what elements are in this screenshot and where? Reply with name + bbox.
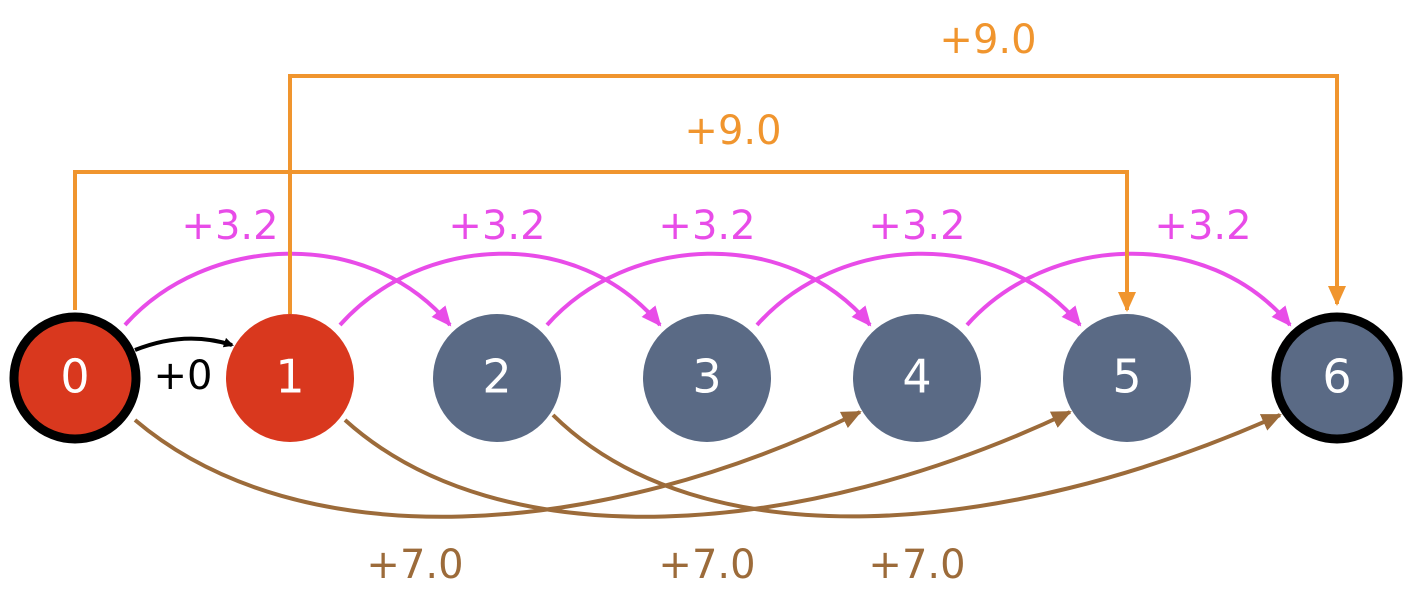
edge [288,74,1346,314]
edge-label: +3.2 [448,203,545,249]
edge [134,336,234,352]
edge-label: +7.0 [868,542,965,588]
edge [123,251,452,327]
edge [133,410,862,519]
edge [343,410,1072,519]
node [226,314,354,442]
edge-label: +3.2 [868,203,965,249]
node-label: 3 [692,350,721,404]
edge-label: +7.0 [366,542,463,588]
node-label: 2 [482,350,511,404]
edges: +0 +3.2 +3.2 +3.2 +3.2 +3.2 +9.0 +9.0 +7.0 +7.0 +7… [73,17,1346,588]
nodes: 0 1 2 3 4 5 6 [9,312,1403,444]
edge-label: +7.0 [658,542,755,588]
edge-label: +9.0 [684,108,781,154]
edge [545,251,872,327]
edge-label: +9.0 [939,17,1036,63]
node-label: 1 [275,350,304,404]
edge [755,251,1082,327]
edge [73,170,1136,312]
edge [338,251,662,327]
edge-label: +3.2 [658,203,755,249]
edge-label: +0 [154,353,213,399]
node-label: 5 [1112,350,1141,404]
node [1063,314,1191,442]
node [853,314,981,442]
node-label: 0 [60,350,89,404]
edge [551,413,1282,519]
edge-label: +3.2 [1154,203,1251,249]
node [9,312,141,444]
node [433,314,561,442]
node-label: 4 [902,350,931,404]
node [1271,312,1403,444]
node-label: 6 [1322,350,1351,404]
edge-label: +3.2 [181,203,278,249]
node [643,314,771,442]
